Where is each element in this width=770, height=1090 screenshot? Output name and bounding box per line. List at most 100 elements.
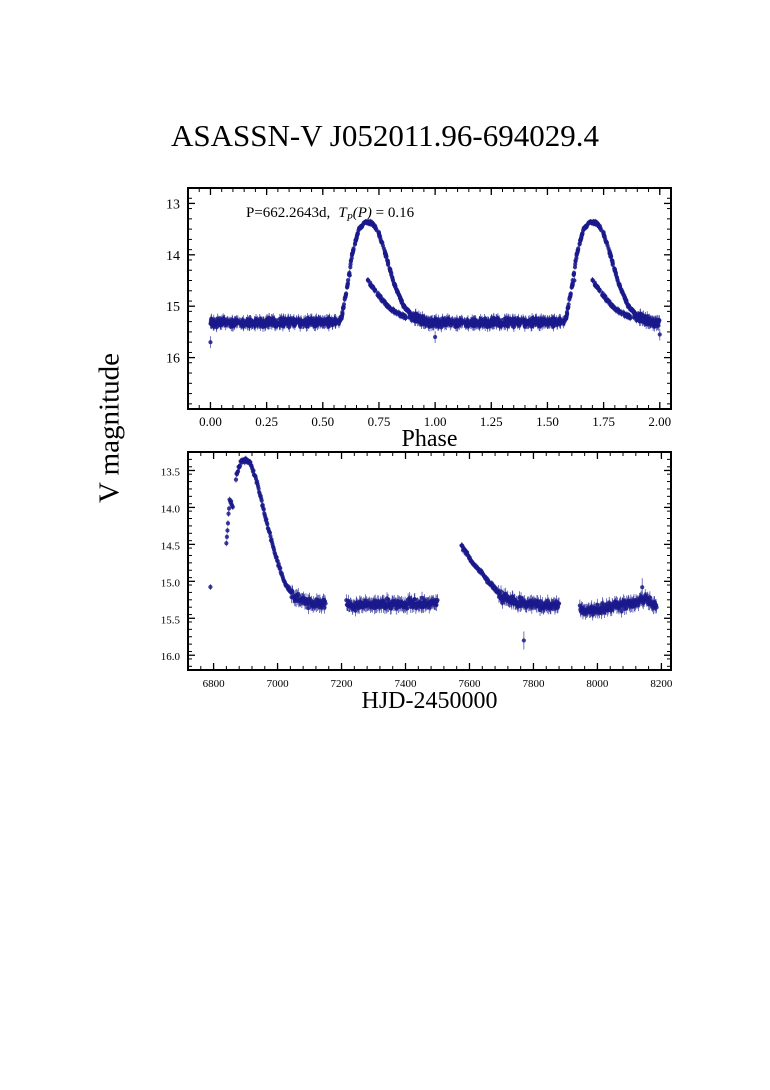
data-point [314, 321, 319, 326]
data-point [435, 598, 440, 603]
y-tick-label: 13.5 [161, 466, 181, 478]
data-point [594, 220, 599, 225]
data-point [361, 221, 366, 226]
data-point [263, 318, 268, 323]
data-point [323, 601, 328, 606]
x-tick-label: 8200 [650, 678, 673, 690]
data-point [237, 320, 242, 325]
data-point [651, 319, 657, 324]
data-point [617, 283, 623, 289]
data-point [257, 316, 262, 322]
data-point [214, 325, 219, 330]
data-point [627, 313, 632, 318]
data-point [604, 297, 610, 302]
data-point [223, 323, 228, 328]
data-point [534, 319, 539, 324]
data-point [285, 318, 291, 323]
data-point [641, 318, 646, 323]
data-point [434, 602, 439, 608]
data-point [258, 323, 263, 329]
data-point [282, 320, 287, 326]
data-point [212, 321, 217, 327]
data-point [225, 521, 231, 526]
data-point [462, 320, 467, 325]
data-point [386, 261, 391, 266]
data-point [365, 278, 371, 283]
data-point [471, 317, 477, 323]
y-tick-label: 15.0 [161, 577, 181, 589]
data-point [471, 324, 476, 329]
data-point [586, 221, 591, 226]
data-point [267, 319, 272, 324]
data-point [380, 297, 385, 302]
data-point [614, 275, 619, 280]
x-tick-label: 7400 [395, 678, 418, 690]
data-point [237, 463, 243, 468]
data-point [310, 319, 315, 324]
data-point [621, 292, 626, 298]
y-tick-label: 13 [166, 197, 180, 212]
data-point [337, 319, 342, 324]
data-point [393, 283, 398, 289]
data-point [247, 317, 252, 323]
data-point [579, 236, 584, 241]
data-point [468, 321, 473, 327]
data-point [396, 292, 402, 298]
data-point [377, 234, 382, 239]
data-point [581, 225, 586, 231]
data-point [603, 238, 608, 243]
data-point [405, 606, 410, 611]
data-point [416, 318, 421, 323]
data-point [506, 320, 512, 326]
data-point [260, 502, 265, 508]
data-point [402, 313, 408, 318]
data-point [492, 319, 497, 324]
data-point [224, 534, 230, 539]
data-point [601, 234, 607, 239]
data-point [371, 286, 376, 291]
data-point [409, 318, 414, 323]
data-point [390, 275, 395, 280]
data-point [412, 597, 417, 602]
data-point [350, 250, 356, 255]
data-point [326, 324, 331, 329]
y-tick-label: 14.5 [161, 540, 181, 552]
data-point [265, 522, 270, 527]
data-point [647, 595, 653, 600]
data-point [564, 314, 569, 319]
data-point [383, 252, 388, 257]
x-tick-label: 8000 [586, 678, 609, 690]
x-tick-label: 1.00 [424, 414, 447, 429]
data-point [619, 288, 624, 293]
data-point [571, 272, 576, 277]
data-point [572, 264, 578, 270]
data-point [427, 319, 432, 324]
data-point [522, 320, 527, 325]
data-point [608, 252, 613, 257]
y-tick-label: 16 [166, 352, 180, 367]
data-point [595, 286, 601, 291]
timeseries-points [208, 455, 659, 650]
data-point [339, 314, 344, 319]
data-point [610, 261, 615, 266]
x-tick-label: 0.50 [311, 414, 334, 429]
x-tick-label: 7200 [331, 678, 354, 690]
data-point [568, 292, 573, 297]
data-point [406, 315, 412, 320]
data-point [654, 323, 659, 328]
data-point [488, 318, 493, 323]
data-point [232, 321, 237, 326]
data-point [657, 332, 662, 337]
figure-title: ASASSN-V J052011.96-694029.4 [170, 118, 600, 153]
data-point [648, 321, 653, 326]
data-point [456, 321, 461, 326]
data-point [503, 319, 508, 324]
x-tick-label: 7600 [458, 678, 481, 690]
phase-folded-panel: 0.00 0.25 0.50 0.75 1.00 1.25 1.50 1.75 2.00 13 14… [166, 187, 672, 452]
data-point [394, 288, 400, 293]
x-tick-label: 0.25 [255, 414, 278, 429]
data-point [233, 477, 239, 482]
data-point [529, 324, 534, 329]
data-point [515, 318, 521, 323]
data-point [436, 321, 442, 327]
